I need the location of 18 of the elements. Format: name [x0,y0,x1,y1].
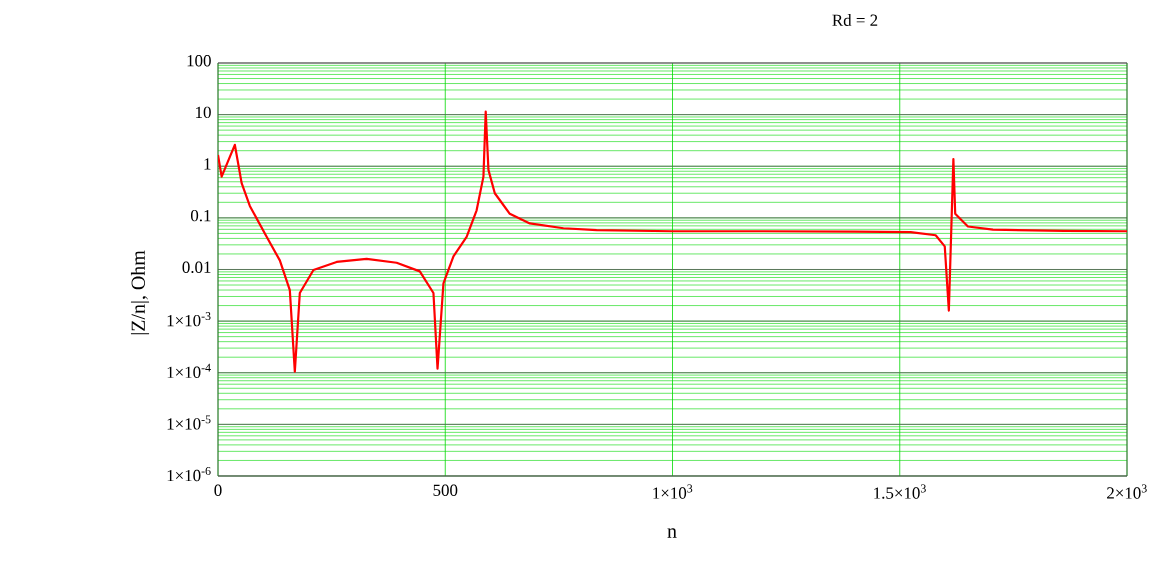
x-axis-title: n [667,528,677,538]
y-axis-title: |Z/n|, Ohm [130,250,150,335]
x-tick-label: 1×10$^{3}$ [653,484,693,499]
y-tick-label: 0.1 [190,209,211,222]
y-tick-label: 1 [204,158,211,170]
y-tick-label: 1×10$^{-3}$ [167,312,211,327]
line-series [218,110,1128,373]
y-tick-label: 1×10$^{-5}$ [167,415,211,430]
x-tick-label: 500 [433,484,458,496]
chart-title: Rd = 2 [832,14,878,26]
y-tick-label: 10 [196,106,211,119]
x-tick-label: 0 [214,484,222,496]
x-tick-label: 2×10$^{3}$ [1107,484,1147,499]
x-tick-label: 1.5×10$^{3}$ [874,484,926,499]
y-tick-label: 100 [187,55,211,67]
y-tick-label: 1×10$^{-6}$ [167,466,211,482]
y-tick-label: 0.01 [182,261,211,274]
y-tick-label: 1×10$^{-4}$ [167,363,211,378]
